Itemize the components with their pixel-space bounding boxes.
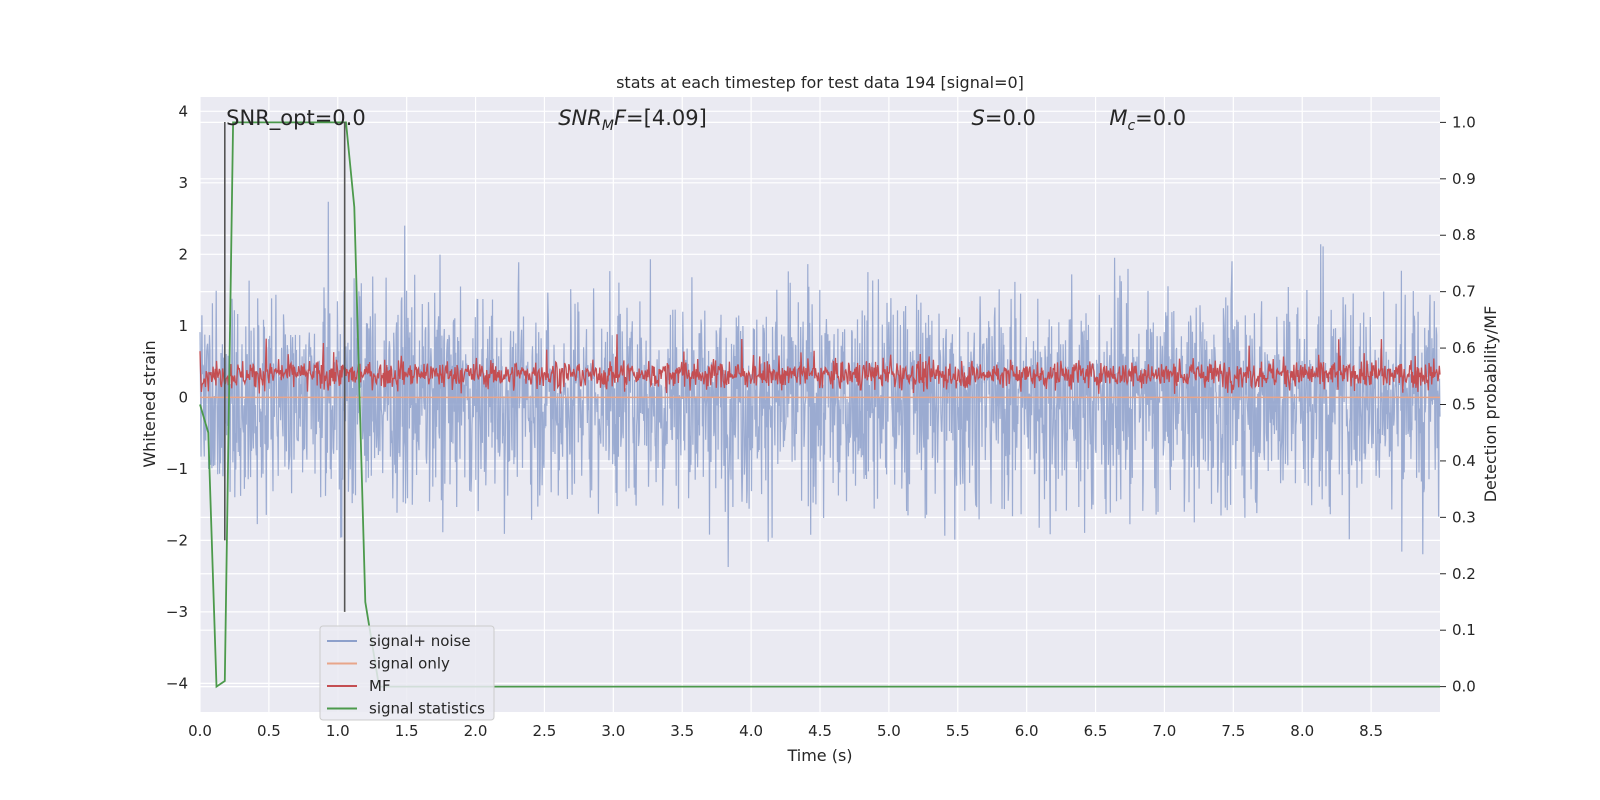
x-axis-label: Time (s) (786, 746, 852, 765)
series-layer (199, 121, 1441, 689)
y-right-tick-label: 0.2 (1452, 565, 1476, 583)
x-tick-label: 4.5 (808, 722, 832, 740)
s-annotation: S=0.0 (972, 106, 1036, 130)
y-left-tick-label: 2 (178, 245, 188, 263)
y-right-tick-label: 0.1 (1452, 621, 1476, 639)
x-tick-label: 2.0 (464, 722, 488, 740)
legend: signal+ noise signal only MF signal statist… (319, 625, 495, 721)
chart-title: stats at each timestep for test data 194… (616, 73, 1024, 92)
series-mf-line (199, 334, 1441, 394)
mc-annotation: Mc=0.0 (1109, 106, 1186, 134)
x-tick-label: 6.0 (1015, 722, 1039, 740)
y-right-tick-label: 0.4 (1452, 452, 1476, 470)
y-axis-label-right: Detection probability/MF (1481, 306, 1500, 503)
y-axis-label-left: Whitened strain (140, 340, 159, 467)
y-left-tick-label: 0 (178, 388, 188, 406)
legend-box (319, 625, 495, 721)
y-right-tick-label: 0.3 (1452, 508, 1476, 526)
x-tick-label: 0.0 (188, 722, 212, 740)
x-tick-label: 3.5 (670, 722, 694, 740)
y-left-tick-label: −1 (166, 460, 188, 478)
x-tick-label: 3.0 (601, 722, 625, 740)
annotations: SNR_opt=0.0 SNRMF=[4.09] S=0.0 Mc=0.0 (226, 106, 1186, 134)
x-tick-label: 7.0 (1153, 722, 1177, 740)
legend-label: MF (369, 677, 391, 695)
x-tick-label: 1.5 (395, 722, 419, 740)
y-right-tick-label: 0.6 (1452, 339, 1476, 357)
y-right-tick-label: 0.5 (1452, 396, 1476, 414)
x-tick-label: 8.5 (1359, 722, 1383, 740)
y-left-tick-label: −4 (166, 674, 188, 692)
series-signal-noise-line (199, 201, 1441, 568)
x-tick-label: 2.5 (533, 722, 557, 740)
y-left-tick-label: 4 (178, 102, 188, 120)
y-right-tick-label: 0.7 (1452, 283, 1476, 301)
y-right-tick-labels: 0.0 0.1 0.2 0.3 0.4 0.5 0.6 0.7 0.8 0.9 1.0 (1440, 113, 1476, 696)
legend-label: signal+ noise (369, 632, 471, 650)
y-left-tick-labels: −4 −3 −2 −1 0 1 2 3 4 (166, 102, 188, 692)
legend-label: signal statistics (369, 700, 485, 718)
x-tick-label: 7.5 (1221, 722, 1245, 740)
y-left-tick-label: 3 (178, 174, 188, 192)
y-left-tick-label: −2 (166, 531, 188, 549)
x-tick-label: 5.0 (877, 722, 901, 740)
y-left-tick-label: −3 (166, 603, 188, 621)
x-tick-label: 0.5 (257, 722, 281, 740)
x-tick-label: 4.0 (739, 722, 763, 740)
vertical-markers (224, 122, 346, 612)
y-right-tick-label: 0.0 (1452, 678, 1476, 696)
series-signal-statistics-line (199, 121, 1440, 689)
x-tick-label: 5.5 (946, 722, 970, 740)
snr-opt-annotation: SNR_opt=0.0 (226, 106, 366, 131)
y-left-tick-label: 1 (178, 317, 188, 335)
legend-label: signal only (369, 655, 450, 673)
y-right-tick-label: 0.9 (1452, 170, 1476, 188)
x-tick-labels: 0.0 0.5 1.0 1.5 2.0 2.5 3.0 3.5 4.0 4.5 5.0 5.5 6.0 6… (188, 722, 1383, 740)
x-tick-label: 6.5 (1084, 722, 1108, 740)
y-right-tick-label: 0.8 (1452, 226, 1476, 244)
snr-mf-annotation: SNRMF=[4.09] (558, 106, 707, 134)
x-tick-label: 8.0 (1290, 722, 1314, 740)
y-right-tick-label: 1.0 (1452, 113, 1476, 131)
x-tick-label: 1.0 (326, 722, 350, 740)
